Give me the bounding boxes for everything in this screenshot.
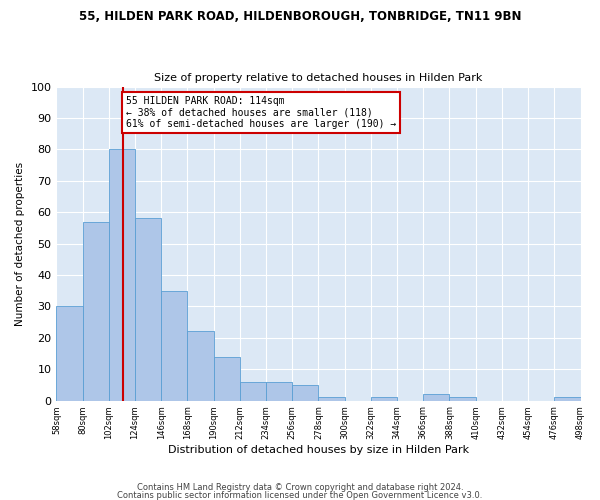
- Bar: [56, 306, 83, 400]
- Bar: [135, 218, 161, 400]
- Bar: [187, 332, 214, 400]
- Bar: [214, 356, 240, 401]
- Y-axis label: Number of detached properties: Number of detached properties: [15, 162, 25, 326]
- Bar: [240, 382, 266, 400]
- Title: Size of property relative to detached houses in Hilden Park: Size of property relative to detached ho…: [154, 73, 482, 83]
- Bar: [83, 222, 109, 400]
- Bar: [449, 398, 476, 400]
- Bar: [161, 290, 187, 401]
- Text: Contains public sector information licensed under the Open Government Licence v3: Contains public sector information licen…: [118, 490, 482, 500]
- Text: Contains HM Land Registry data © Crown copyright and database right 2024.: Contains HM Land Registry data © Crown c…: [137, 484, 463, 492]
- Bar: [423, 394, 449, 400]
- Bar: [292, 385, 319, 400]
- Bar: [109, 150, 135, 400]
- Bar: [371, 398, 397, 400]
- Text: 55 HILDEN PARK ROAD: 114sqm
← 38% of detached houses are smaller (118)
61% of se: 55 HILDEN PARK ROAD: 114sqm ← 38% of det…: [125, 96, 396, 129]
- X-axis label: Distribution of detached houses by size in Hilden Park: Distribution of detached houses by size …: [168, 445, 469, 455]
- Bar: [319, 398, 344, 400]
- Bar: [554, 398, 581, 400]
- Text: 55, HILDEN PARK ROAD, HILDENBOROUGH, TONBRIDGE, TN11 9BN: 55, HILDEN PARK ROAD, HILDENBOROUGH, TON…: [79, 10, 521, 23]
- Bar: [266, 382, 292, 400]
